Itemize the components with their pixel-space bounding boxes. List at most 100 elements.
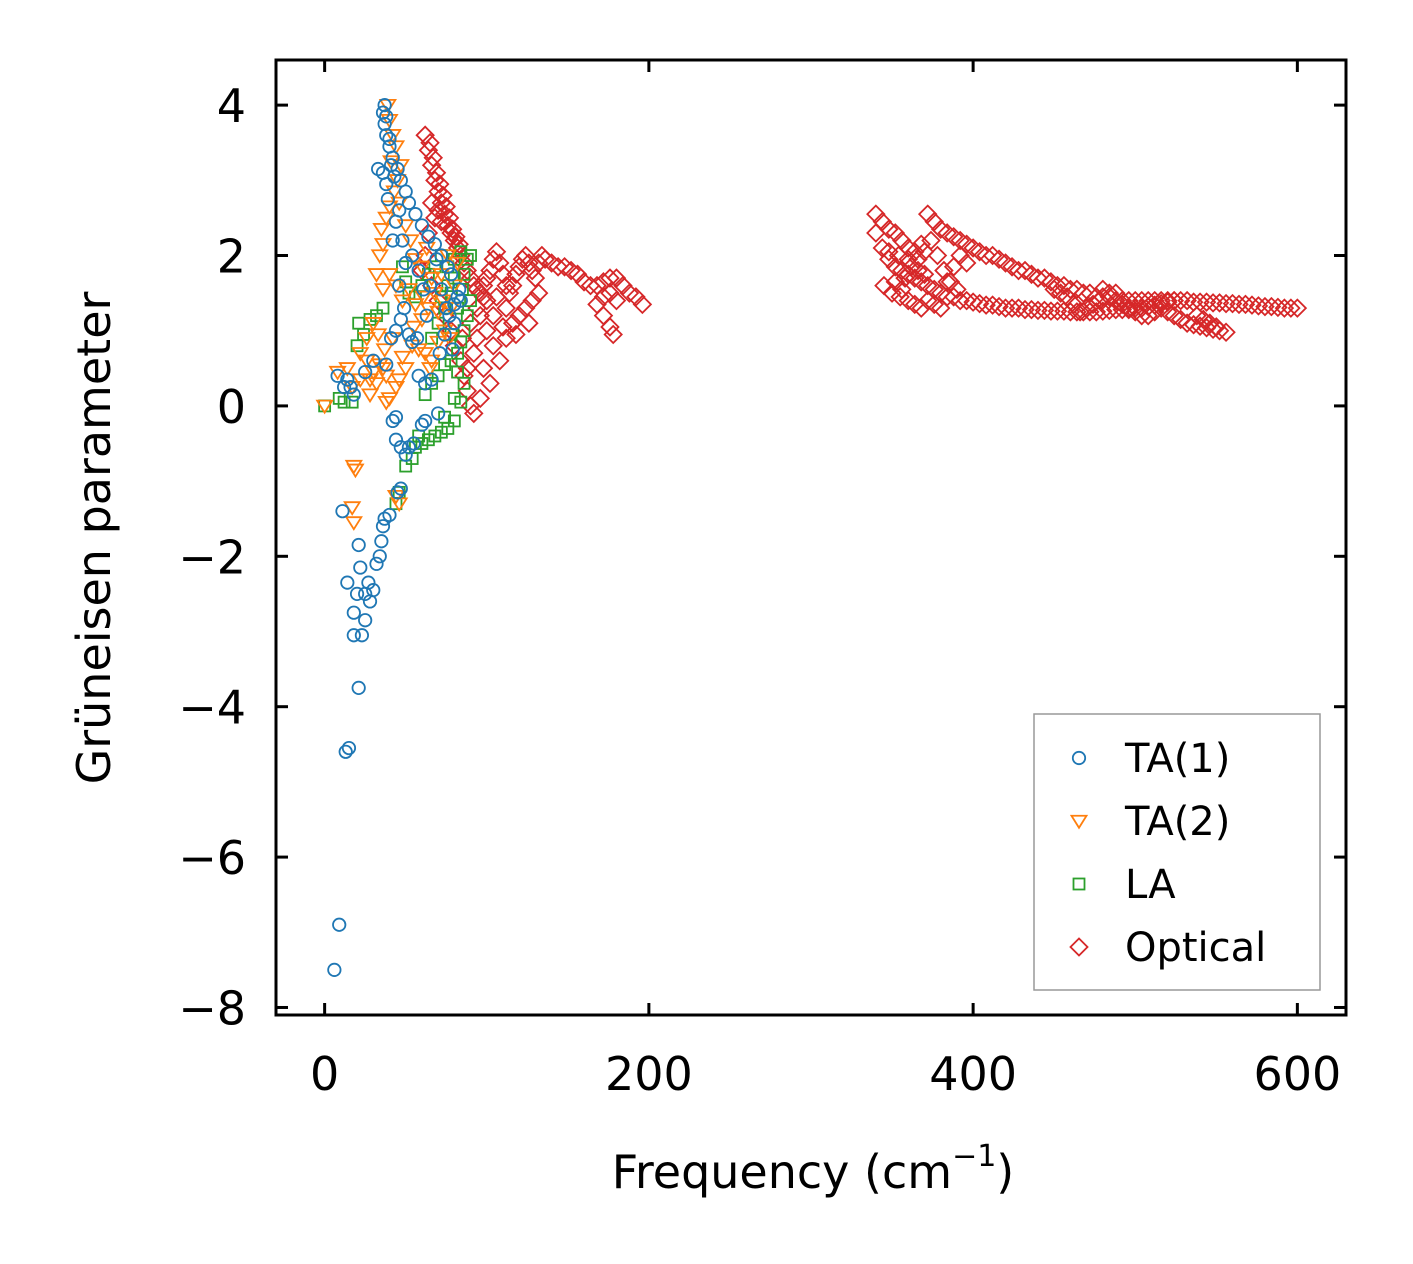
data-point [332,917,347,932]
data-point [372,549,387,564]
data-point [420,132,440,153]
data-point [1209,293,1230,313]
data-point [1216,322,1236,342]
data-point [489,351,510,371]
data-point [473,358,494,379]
data-point [632,294,653,315]
data-point [1057,287,1077,307]
data-point [361,575,376,590]
data-point [515,245,536,266]
data-point [370,249,389,264]
data-point [447,271,461,285]
data-point [428,200,448,221]
data-point [888,245,909,266]
data-point [447,391,461,405]
data-point [406,436,421,451]
data-point [445,342,460,357]
y-tick-label: −4 [178,681,246,735]
data-point [509,305,529,326]
data-point [1034,300,1055,321]
data-point [483,335,504,356]
legend-marker [1071,750,1087,766]
data-point [976,295,996,315]
data-point [374,534,389,549]
data-point [411,263,426,278]
data-point [914,264,935,285]
data-point [393,350,412,366]
data-point [375,105,391,120]
data-point [354,628,370,643]
data-point [443,267,459,282]
data-point [440,332,459,347]
y-tick-label: 2 [217,230,246,284]
data-point [346,605,361,620]
data-point [335,504,350,519]
data-point [464,294,477,308]
data-point [1041,301,1061,321]
data-point [423,147,444,168]
data-point [421,433,435,447]
data-point [346,463,365,479]
data-point [415,437,429,450]
data-point [426,163,447,183]
data-point [328,365,347,381]
data-point [1196,292,1217,312]
data-point [1047,301,1068,321]
data-point [447,316,462,331]
data-point [454,366,474,386]
data-point [396,260,409,274]
legend-marker [1072,877,1086,891]
data-point [406,298,425,313]
data-point [454,395,468,409]
data-point [930,298,951,318]
legend-label: TA(2) [1124,799,1230,845]
data-point [1281,298,1301,318]
data-point [969,293,990,314]
x-tick-label: 400 [929,1047,1017,1101]
y-tick-label: 4 [217,79,246,133]
data-point [415,125,435,145]
data-point [345,395,359,409]
data-point [416,347,435,362]
data-point [506,264,526,285]
data-point [315,399,334,415]
data-point [1089,290,1110,311]
data-point [464,343,484,364]
data-point [600,317,620,337]
data-point [1008,298,1029,318]
data-point [412,260,432,281]
data-point [343,380,358,395]
data-point [422,354,441,370]
data-point [519,253,539,273]
data-point [380,268,399,283]
legend-label: Optical [1125,925,1266,971]
data-point [519,313,539,333]
data-point [330,368,345,383]
data-point [338,362,357,377]
data-point [1268,297,1288,318]
data-point [1190,316,1210,336]
data-point [963,292,983,312]
data-point [460,309,474,323]
data-point [385,185,404,201]
data-point [421,193,442,213]
data-point [382,131,397,147]
data-point [414,218,430,233]
data-point [409,331,425,346]
data-point [1008,260,1029,281]
data-point [412,313,432,328]
data-point [1083,294,1103,315]
data-point [425,208,445,228]
data-point [1099,283,1120,303]
data-point [525,268,546,288]
data-point [1242,295,1262,315]
data-point [1073,283,1094,303]
data-point [336,380,352,395]
data-point [1177,290,1197,311]
data-point [375,343,394,358]
data-point [412,260,432,276]
data-point [366,353,381,368]
data-point [603,324,623,345]
data-point [377,395,396,411]
data-point [449,234,469,255]
